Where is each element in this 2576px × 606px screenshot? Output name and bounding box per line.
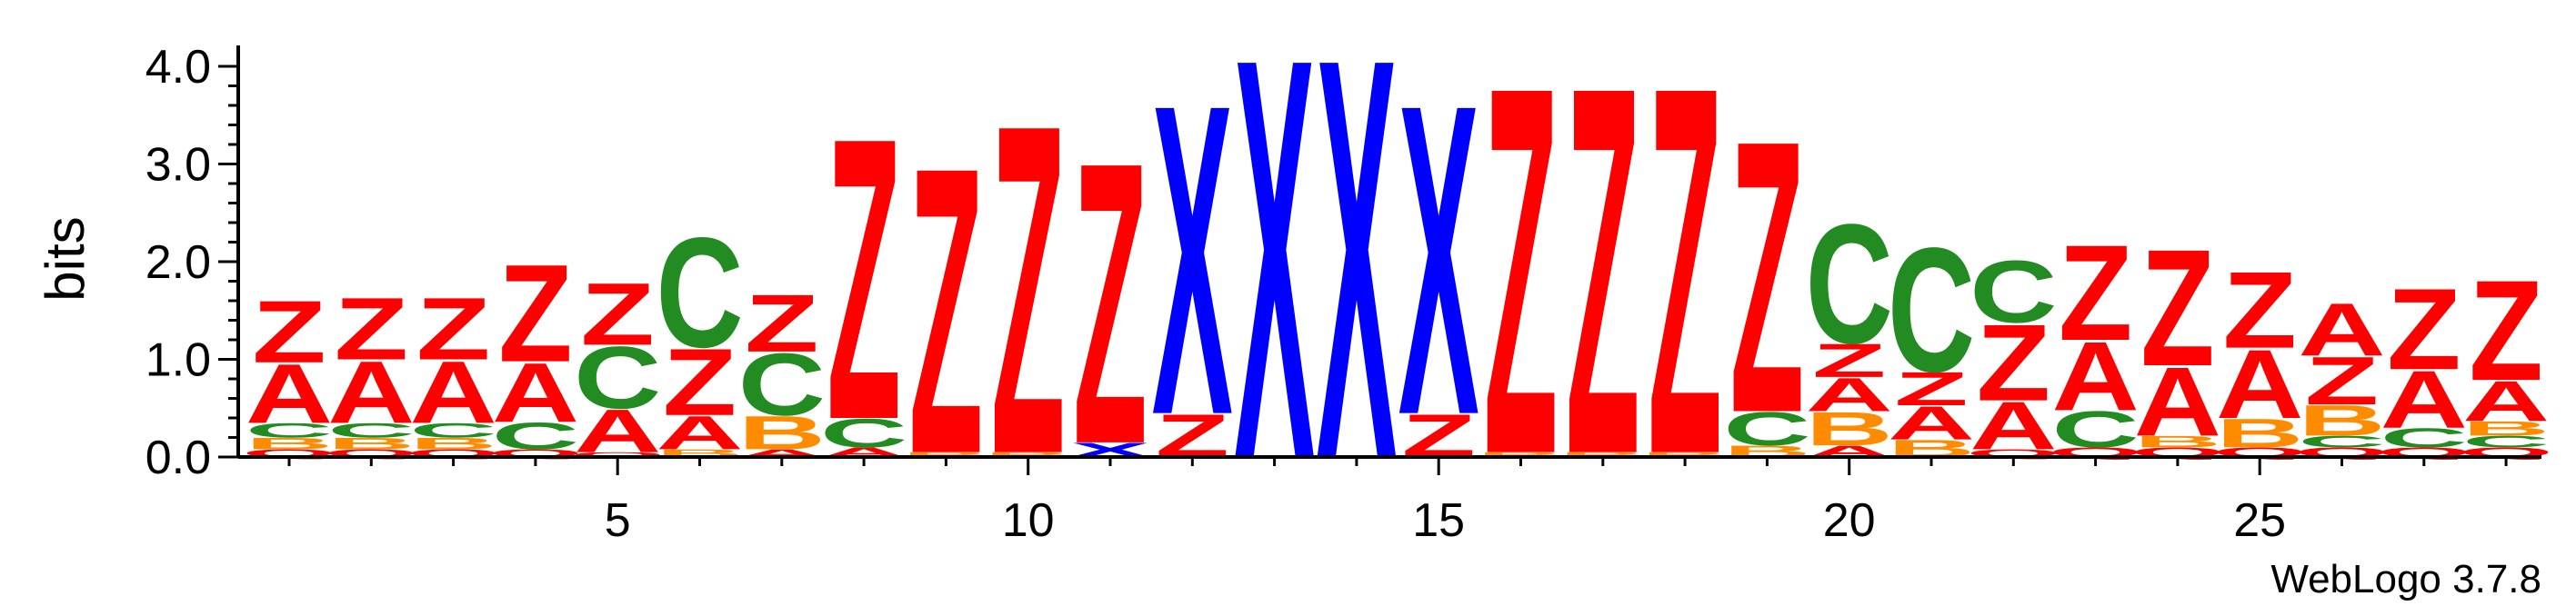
logo-letter-q: Q	[570, 451, 665, 458]
logo-letter-b: B	[1477, 451, 1564, 458]
logo-letter-b: B	[409, 434, 496, 452]
logo-letter-b: B	[902, 451, 989, 458]
logo-letter-b: B	[738, 406, 826, 460]
logo-letter-x: X	[1398, 12, 1480, 508]
logo-letter-c: C	[656, 204, 743, 381]
logo-letter-a: A	[1806, 368, 1893, 422]
chart-axes	[236, 45, 2541, 459]
logo-letter-b: B	[2462, 417, 2550, 440]
logo-letter-z: Z	[2222, 249, 2296, 371]
logo-letter-a: A	[2298, 288, 2385, 372]
logo-letter-z: Z	[2059, 217, 2132, 370]
logo-letter-z: Z	[416, 279, 490, 378]
logo-letter-z: Z	[1566, 0, 1639, 563]
logo-letter-x: X	[1234, 0, 1316, 579]
logo-letter-c: C	[2298, 432, 2385, 451]
logo-letter-a: A	[656, 406, 743, 460]
logo-letter-a: A	[1970, 387, 2057, 463]
logo-letter-b: B	[1806, 402, 1893, 456]
logo-letter-c: C	[1806, 190, 1893, 380]
logo-letter-z: Z	[1730, 60, 1804, 494]
logo-letter-c: C	[2051, 401, 2139, 459]
logo-letter-z: Z	[2140, 214, 2214, 401]
logo-letter-a: A	[2051, 321, 2139, 431]
logo-letter-a: A	[409, 343, 496, 442]
logo-letter-a: A	[1888, 396, 1975, 450]
logo-letter-z: Z	[745, 278, 818, 370]
logo-letter-c: C	[492, 415, 579, 458]
logo-letter-c: C	[409, 419, 496, 442]
logo-letter-b: B	[2134, 432, 2221, 451]
logo-letter-a: A	[2134, 346, 2221, 456]
logo-letter-z: Z	[1977, 302, 2050, 423]
y-axis-label: bits	[35, 216, 95, 301]
x-tick-label: 5	[605, 494, 631, 547]
y-axis-ticks: 0.0 1.0 2.0 3.0 4.0	[145, 41, 238, 484]
logo-letter-z: Z	[498, 236, 572, 392]
logo-letter-b: B	[1559, 451, 1647, 458]
logo-letter-z: Z	[1894, 363, 1968, 416]
logo-letter-z: Z	[1648, 0, 1721, 563]
y-tick-label: 2.0	[145, 236, 211, 289]
logo-letter-z: Z	[663, 329, 737, 435]
logo-letter-a: A	[574, 397, 661, 465]
logo-letter-z: Z	[2305, 343, 2379, 419]
logo-letter-b: B	[2298, 396, 2385, 445]
logo-letter-a: A	[327, 343, 415, 442]
logo-letter-b: B	[246, 434, 333, 452]
logo-letter-b: B	[1641, 451, 1729, 458]
logo-letter-z: Z	[1812, 334, 1886, 388]
logo-letter-a: A	[492, 346, 579, 441]
logo-letter-z: Z	[2387, 264, 2461, 394]
logo-letter-c: C	[738, 334, 826, 433]
logo-letter-z: Z	[252, 282, 326, 381]
logo-letter-c: C	[574, 328, 661, 427]
logo-letter-c: C	[2462, 432, 2550, 451]
logo-letter-z: Z	[580, 264, 654, 363]
logo-letter-c: C	[2381, 423, 2468, 453]
logo-letter-b: B	[327, 434, 415, 452]
x-axis-ticks: 5 10 15 20 25	[287, 457, 2508, 547]
logo-letter-b: B	[2216, 411, 2303, 456]
y-tick-label: 4.0	[145, 41, 211, 94]
logo-letter-c: C	[1970, 242, 2057, 341]
logo-letter-z: Z	[335, 279, 408, 378]
logo-letter-a: A	[2462, 370, 2550, 433]
logo-letter-c: C	[1723, 402, 1810, 456]
logo-letter-z: Z	[1484, 0, 1558, 563]
logo-letter-z: Z	[909, 83, 983, 540]
y-tick-label: 0.0	[145, 432, 211, 484]
logo-letter-c: C	[1888, 212, 1975, 409]
logo-letter-c: C	[327, 419, 415, 442]
logo-letter-x: X	[1152, 12, 1234, 508]
y-tick-label: 3.0	[145, 139, 211, 192]
weblogo-credit: WebLogo 3.7.8	[2270, 557, 2541, 601]
logo-letter-z: Z	[1073, 79, 1147, 528]
x-tick-label: 25	[2233, 494, 2286, 547]
logo-letter-a: A	[2216, 329, 2303, 439]
logo-letter-b: B	[985, 451, 1072, 458]
logo-letter-z: Z	[2469, 251, 2542, 411]
x-tick-label: 15	[1412, 494, 1465, 547]
logo-letter-x: X	[1316, 0, 1398, 579]
y-tick-label: 1.0	[145, 334, 211, 387]
logo-letter-a: A	[246, 347, 333, 442]
x-tick-label: 20	[1823, 494, 1876, 547]
logo-letter-c: C	[246, 419, 333, 442]
logo-letter-z: Z	[827, 55, 900, 504]
x-tick-label: 10	[1002, 494, 1055, 547]
logo-letter-c: C	[820, 411, 907, 456]
logo-letter-a: A	[2381, 354, 2468, 446]
